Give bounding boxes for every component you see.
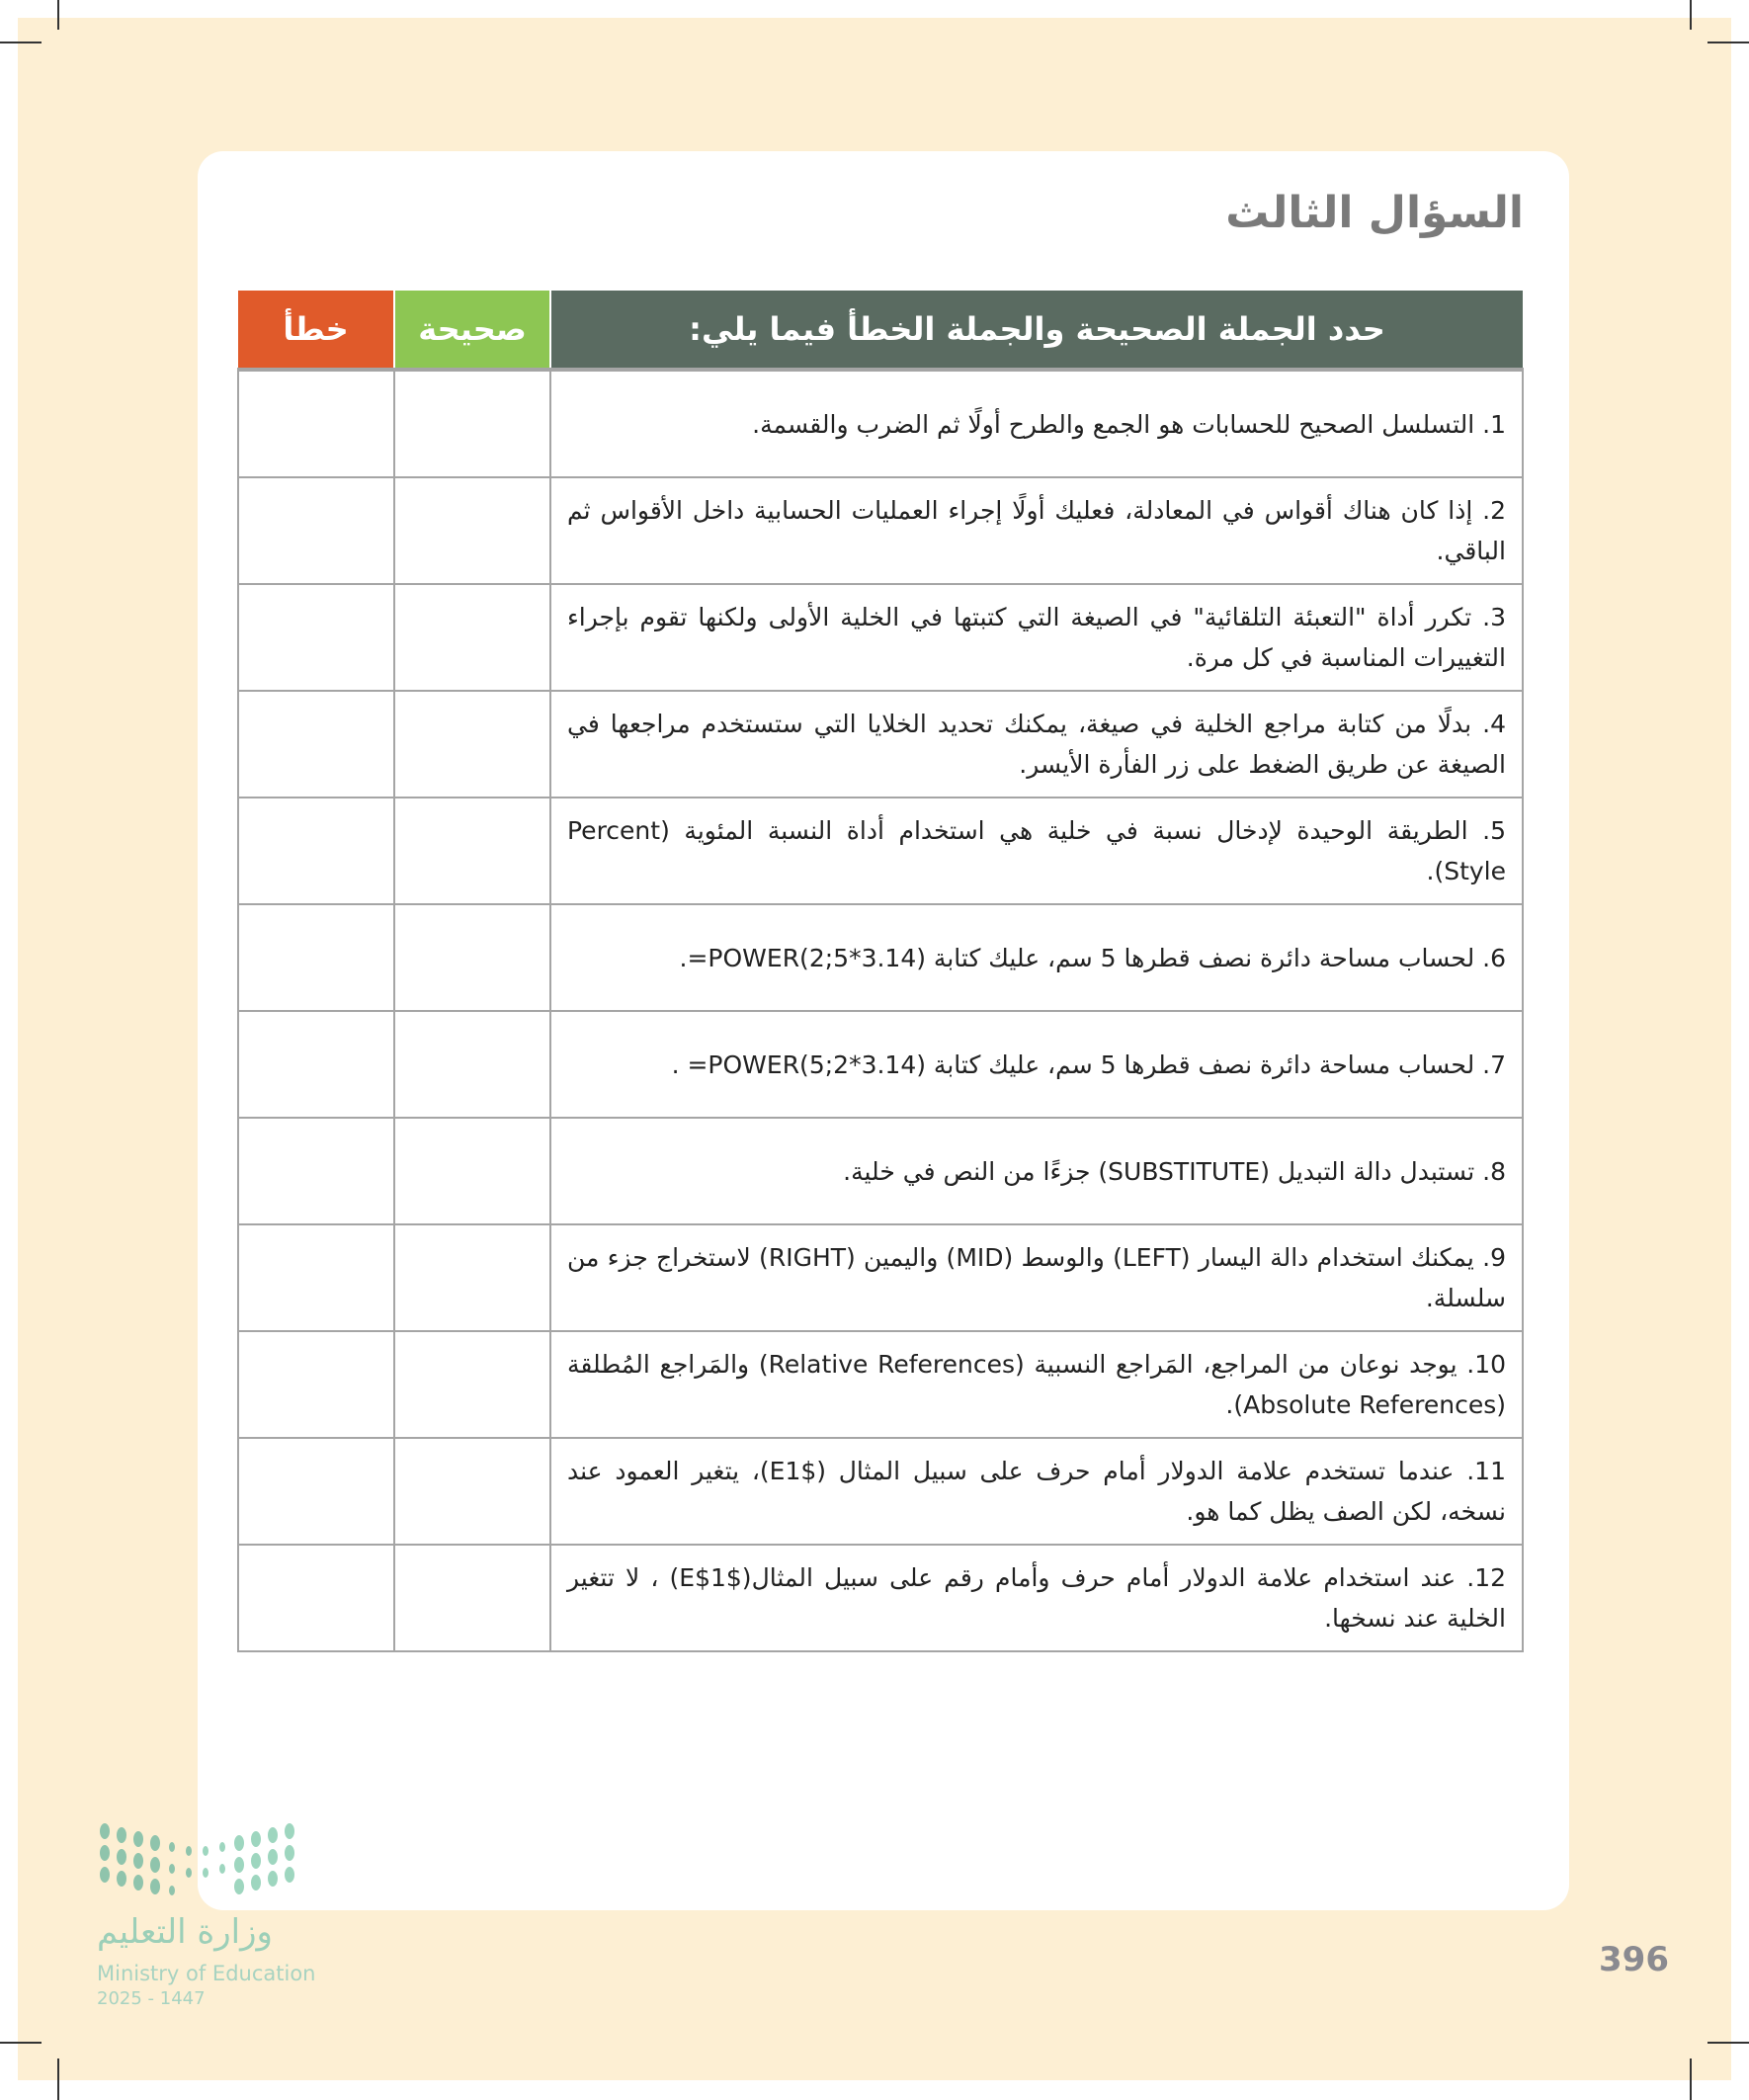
wrong-answer-cell[interactable]: [237, 476, 395, 585]
statement-cell: 1. التسلسل الصحيح للحسابات هو الجمع والط…: [549, 369, 1524, 478]
correct-answer-cell[interactable]: [393, 1437, 551, 1546]
logo-dot: [117, 1849, 126, 1865]
statement-cell: 3. تكرر أداة "التعبئة التلقائية" في الصي…: [549, 583, 1524, 692]
header-wrong: خطأ: [238, 291, 394, 372]
table-row: 4. بدلًا من كتابة مراجع الخلية في صيغة، …: [237, 690, 1524, 798]
logo-dot: [186, 1868, 192, 1878]
crop-mark: [1690, 2058, 1692, 2100]
edition-year: 2025 - 1447: [97, 1988, 206, 2009]
statement-cell: 7. لحساب مساحة دائرة نصف قطرها 5 سم، علي…: [549, 1010, 1524, 1119]
logo-dot: [285, 1845, 294, 1861]
table-row: 2. إذا كان هناك أقواس في المعادلة، فعليك…: [237, 476, 1524, 585]
header-statement: حدد الجملة الصحيحة والجملة الخطأ فيما يل…: [550, 291, 1523, 372]
logo-dot: [285, 1867, 294, 1883]
logo-dot: [251, 1853, 261, 1869]
correct-answer-cell[interactable]: [393, 903, 551, 1012]
logo-dot: [268, 1871, 278, 1887]
logo-dot: [234, 1857, 244, 1873]
wrong-answer-cell[interactable]: [237, 1437, 395, 1546]
logo-dot: [150, 1857, 160, 1873]
logo-dot: [117, 1871, 126, 1887]
wrong-answer-cell[interactable]: [237, 903, 395, 1012]
ministry-logo-icon: [100, 1823, 294, 1895]
logo-dot: [100, 1845, 110, 1861]
crop-mark: [0, 42, 42, 43]
table-row: 1. التسلسل الصحيح للحسابات هو الجمع والط…: [237, 369, 1524, 478]
true-false-table: حدد الجملة الصحيحة والجملة الخطأ فيما يل…: [237, 291, 1524, 1652]
header-correct: صحيحة: [393, 291, 551, 372]
wrong-answer-cell[interactable]: [237, 1330, 395, 1439]
correct-answer-cell[interactable]: [393, 476, 551, 585]
logo-dot: [100, 1867, 110, 1883]
logo-dot: [117, 1827, 126, 1843]
logo-dot: [133, 1875, 143, 1890]
logo-dot: [169, 1864, 175, 1874]
ministry-name-arabic: وزارة التعليم: [97, 1912, 273, 1952]
statement-cell: 11. عندما تستخدم علامة الدولار أمام حرف …: [549, 1437, 1524, 1546]
logo-dot: [203, 1846, 208, 1856]
statement-cell: 8. تستبدل دالة التبديل (SUBSTITUTE) جزءً…: [549, 1117, 1524, 1225]
logo-dot: [186, 1846, 192, 1856]
crop-mark: [1707, 42, 1749, 43]
wrong-answer-cell[interactable]: [237, 1223, 395, 1332]
logo-dot: [150, 1879, 160, 1894]
crop-mark: [57, 2058, 59, 2100]
logo-dot: [203, 1868, 208, 1878]
table-row: 5. الطريقة الوحيدة لإدخال نسبة في خلية ه…: [237, 797, 1524, 905]
logo-dot: [169, 1886, 175, 1895]
table-row: 6. لحساب مساحة دائرة نصف قطرها 5 سم، علي…: [237, 903, 1524, 1012]
table-row: 7. لحساب مساحة دائرة نصف قطرها 5 سم، علي…: [237, 1010, 1524, 1119]
correct-answer-cell[interactable]: [393, 1223, 551, 1332]
logo-dot: [285, 1823, 294, 1839]
wrong-answer-cell[interactable]: [237, 1544, 395, 1652]
correct-answer-cell[interactable]: [393, 1330, 551, 1439]
table-row: 12. عند استخدام علامة الدولار أمام حرف و…: [237, 1544, 1524, 1652]
statement-cell: 6. لحساب مساحة دائرة نصف قطرها 5 سم، علي…: [549, 903, 1524, 1012]
logo-dot: [234, 1879, 244, 1894]
correct-answer-cell[interactable]: [393, 1544, 551, 1652]
correct-answer-cell[interactable]: [393, 583, 551, 692]
correct-answer-cell[interactable]: [393, 369, 551, 478]
logo-dot: [219, 1842, 225, 1852]
table-row: 10. يوجد نوعان من المراجع، المَراجع النس…: [237, 1330, 1524, 1439]
logo-dot: [219, 1864, 225, 1874]
crop-mark: [1707, 2042, 1749, 2044]
logo-dot: [150, 1835, 160, 1851]
correct-answer-cell[interactable]: [393, 690, 551, 798]
crop-mark: [57, 0, 59, 30]
statement-cell: 5. الطريقة الوحيدة لإدخال نسبة في خلية ه…: [549, 797, 1524, 905]
logo-dot: [234, 1835, 244, 1851]
wrong-answer-cell[interactable]: [237, 369, 395, 478]
logo-dot: [268, 1827, 278, 1843]
logo-dot: [133, 1853, 143, 1869]
logo-dot: [100, 1823, 110, 1839]
question-title: السؤال الثالث: [1225, 188, 1524, 238]
wrong-answer-cell[interactable]: [237, 797, 395, 905]
table-row: 9. يمكنك استخدام دالة اليسار (LEFT) والو…: [237, 1223, 1524, 1332]
correct-answer-cell[interactable]: [393, 1010, 551, 1119]
statement-cell: 4. بدلًا من كتابة مراجع الخلية في صيغة، …: [549, 690, 1524, 798]
logo-dot: [133, 1831, 143, 1847]
table-row: 3. تكرر أداة "التعبئة التلقائية" في الصي…: [237, 583, 1524, 692]
crop-mark: [0, 2042, 42, 2044]
wrong-answer-cell[interactable]: [237, 1117, 395, 1225]
wrong-answer-cell[interactable]: [237, 690, 395, 798]
logo-dot: [169, 1842, 175, 1852]
logo-dot: [251, 1875, 261, 1890]
statement-cell: 2. إذا كان هناك أقواس في المعادلة، فعليك…: [549, 476, 1524, 585]
crop-mark: [1690, 0, 1692, 30]
logo-dot: [268, 1849, 278, 1865]
ministry-name-english: Ministry of Education: [97, 1962, 316, 1985]
correct-answer-cell[interactable]: [393, 1117, 551, 1225]
table-row: 8. تستبدل دالة التبديل (SUBSTITUTE) جزءً…: [237, 1117, 1524, 1225]
statement-cell: 10. يوجد نوعان من المراجع، المَراجع النس…: [549, 1330, 1524, 1439]
logo-dot: [251, 1831, 261, 1847]
table-row: 11. عندما تستخدم علامة الدولار أمام حرف …: [237, 1437, 1524, 1546]
statement-cell: 9. يمكنك استخدام دالة اليسار (LEFT) والو…: [549, 1223, 1524, 1332]
correct-answer-cell[interactable]: [393, 797, 551, 905]
page-number: 396: [1599, 1940, 1669, 1979]
wrong-answer-cell[interactable]: [237, 583, 395, 692]
statement-cell: 12. عند استخدام علامة الدولار أمام حرف و…: [549, 1544, 1524, 1652]
wrong-answer-cell[interactable]: [237, 1010, 395, 1119]
